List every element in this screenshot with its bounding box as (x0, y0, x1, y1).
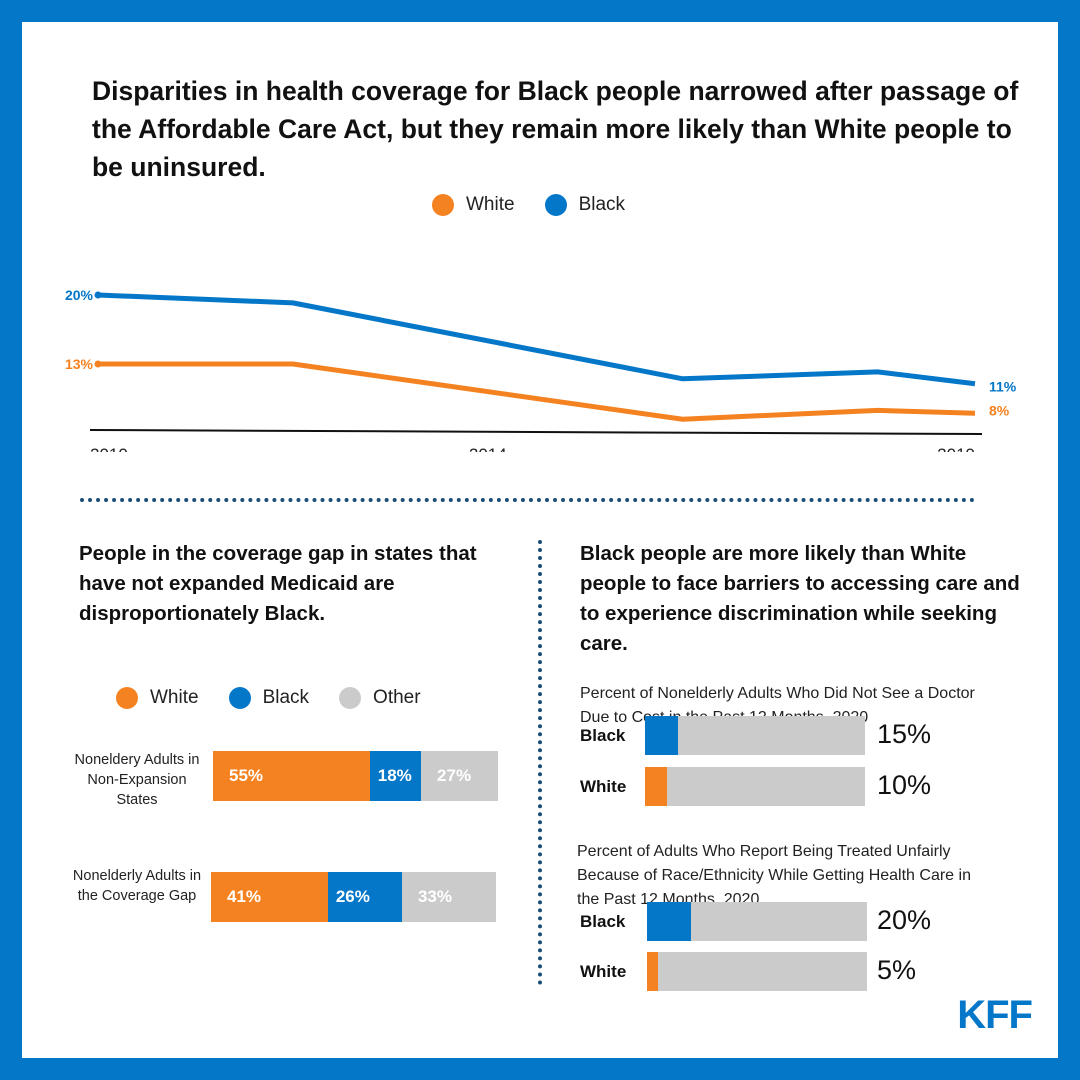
start-value-label: 13% (65, 356, 94, 372)
horizontal-divider (80, 498, 975, 502)
bar-segment-white: 55% (213, 751, 370, 801)
stacked-bar: 55% 18% 27% (213, 751, 498, 801)
legend-item-black: Black (228, 687, 310, 709)
legend-item-black: Black (544, 194, 626, 216)
bar-segment-other: 33% (401, 872, 496, 922)
x-axis (89, 429, 983, 435)
vertical-divider (538, 540, 542, 985)
bar-segment-black: 18% (369, 751, 422, 801)
legend-label: White (150, 687, 199, 708)
value-label: 10% (877, 770, 932, 800)
legend-item-other: Other (339, 687, 421, 709)
bar-segment-black: 26% (327, 872, 402, 922)
bar-segment-white: 41% (211, 872, 328, 922)
bar-track (647, 952, 867, 991)
value-label: 15% (877, 719, 932, 749)
bar-legend: White Black Other (116, 687, 451, 709)
line-legend: White Black (432, 194, 655, 216)
orange-dot-icon (116, 687, 138, 709)
start-value-label: 20% (65, 287, 94, 303)
data-point (94, 360, 102, 368)
bar-fill-white (647, 952, 658, 991)
bar-track (645, 716, 865, 755)
race-label: White (580, 777, 627, 796)
x-tick-label: 2014 (469, 445, 507, 452)
legend-label: Black (578, 194, 626, 215)
stacked-bar: 41% 26% 33% (211, 872, 496, 922)
coverage-gap-title: People in the coverage gap in states tha… (79, 542, 477, 625)
kff-logo: KFF (957, 993, 1033, 1037)
race-label: Black (580, 726, 626, 745)
bar-category-label: Nonelderly Adults in the Coverage Gap (72, 868, 202, 904)
x-tick-label: 2019 (937, 445, 975, 452)
bar-segment-other: 27% (421, 751, 498, 801)
blue-dot-icon (544, 194, 567, 216)
data-point (94, 291, 102, 299)
race-label: White (580, 962, 627, 981)
line-chart: 2010 2014 2019 13% 8% 20% 11% (65, 287, 1017, 452)
gray-dot-icon (339, 687, 362, 709)
main-title: Disparities in health coverage for Black… (92, 76, 1019, 182)
legend-label: Black (262, 687, 310, 708)
bar-fill-black (645, 716, 678, 755)
value-label: 20% (877, 905, 932, 935)
x-tick-label: 2010 (90, 445, 128, 452)
legend-label: Other (373, 687, 421, 708)
blue-dot-icon (228, 687, 251, 709)
legend-item-white: White (116, 687, 199, 709)
legend-label: White (466, 194, 515, 215)
race-label: Black (580, 912, 626, 931)
bar-category-label: Noneldery Adults in Non-Expansion States (74, 752, 200, 808)
series-line-black (97, 292, 976, 387)
end-value-label: 8% (989, 402, 1010, 418)
end-value-label: 11% (989, 379, 1017, 395)
bar-fill-white (645, 767, 667, 806)
infographic-card: Disparities in health coverage for Black… (22, 22, 1058, 1058)
orange-dot-icon (432, 194, 454, 216)
bar-track (647, 902, 867, 941)
unfair-treatment-caption: Percent of Adults Who Report Being Treat… (577, 843, 971, 908)
bar-track (645, 767, 865, 806)
value-label: 5% (877, 955, 917, 985)
barriers-heading: Black people are more likely than White … (580, 542, 1020, 655)
legend-item-white: White (432, 194, 515, 216)
bar-fill-black (647, 902, 691, 941)
